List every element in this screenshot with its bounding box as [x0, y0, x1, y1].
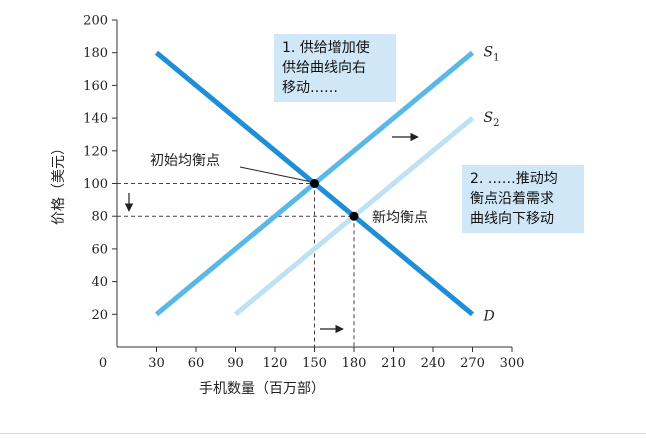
new-equilibrium-label: 新均衡点: [372, 210, 428, 226]
initial-equilibrium-point: [310, 179, 319, 188]
y-axis-title: 价格（美元）: [51, 141, 67, 225]
curve-label-s2: S2: [484, 110, 500, 129]
y-tick-label: 40: [91, 275, 108, 290]
x-tick-label: 240: [421, 356, 446, 371]
y-tick-label: 120: [83, 144, 108, 159]
callout-line: 供给曲线向右: [282, 60, 366, 76]
y-tick-label: 160: [83, 79, 108, 94]
x-tick-label: 300: [500, 356, 525, 371]
x-axis-title: 手机数量（百万部）: [199, 381, 325, 397]
curve-label-d: D: [483, 308, 495, 324]
callout-line: 1. 供给增加使: [282, 40, 370, 56]
x-tick-label: 180: [342, 356, 367, 371]
equilibrium-move-callout: 2. ……推动均 衡点沿着需求 曲线向下移动: [462, 165, 584, 233]
points-layer: [310, 179, 359, 221]
page-divider: [0, 433, 646, 434]
y-tick-label: 200: [83, 14, 108, 29]
x-tick-label: 150: [302, 356, 327, 371]
initial-equilibrium-label: 初始均衡点: [150, 152, 220, 169]
callout-line: 2. ……推动均: [470, 171, 558, 187]
y-tick-label: 20: [91, 308, 108, 323]
x-tick-label: 90: [227, 356, 244, 371]
guide-layer: [117, 183, 355, 347]
y-tick-label: 60: [91, 242, 108, 257]
y-tick-label: 180: [83, 46, 108, 61]
callout-line: 曲线向下移动: [470, 211, 554, 227]
y-tick-label: 80: [91, 210, 108, 225]
x-tick-label: 0: [99, 356, 107, 371]
x-tick-label: 270: [460, 356, 485, 371]
y-tick-label: 100: [83, 177, 108, 192]
new-equilibrium-point: [349, 211, 359, 221]
x-tick-label: 30: [148, 356, 165, 371]
curve-label-s1: S1: [484, 45, 500, 64]
arrows-layer: [124, 132, 419, 334]
x-tick-label: 120: [263, 356, 288, 371]
x-tick-label: 60: [188, 356, 205, 371]
callout-line: 移动……: [282, 80, 338, 96]
supply-shift-callout: 1. 供给增加使 供给曲线向右 移动……: [274, 34, 396, 102]
axes-layer: [112, 19, 513, 352]
y-tick-label: 140: [83, 112, 108, 127]
initial-equilibrium-leader: [239, 166, 310, 182]
x-tick-label: 210: [381, 356, 406, 371]
callout-line: 衡点沿着需求: [470, 191, 554, 207]
